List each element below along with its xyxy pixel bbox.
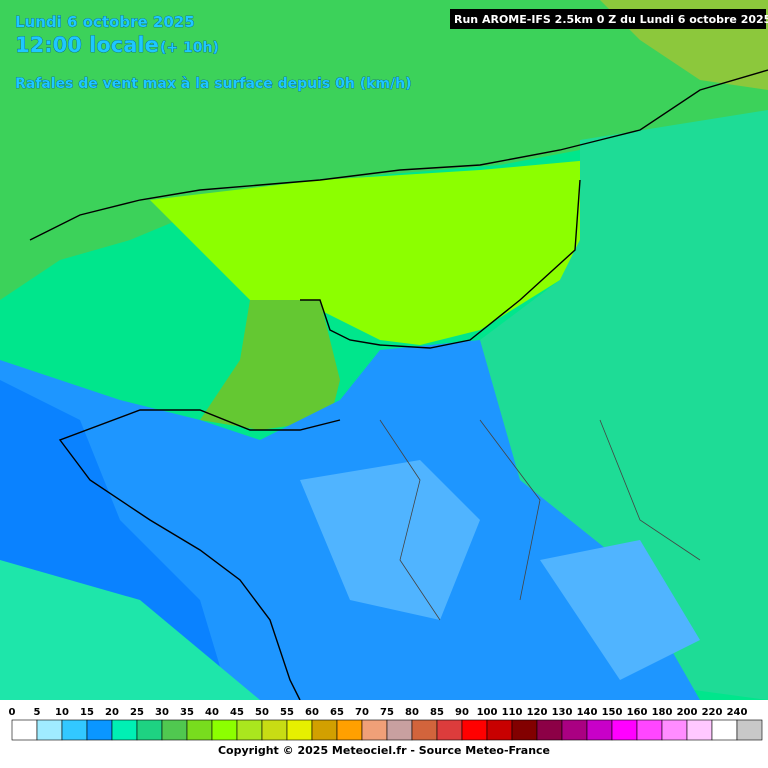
legend-swatch — [586, 719, 613, 741]
legend-label: 80 — [405, 707, 419, 718]
legend-label: 35 — [180, 707, 194, 718]
legend-label: 55 — [280, 707, 294, 718]
legend-label: 85 — [430, 707, 444, 718]
legend-swatch — [561, 719, 588, 741]
legend-swatch — [361, 719, 388, 741]
legend-label: 30 — [155, 707, 169, 718]
legend-swatch — [286, 719, 313, 741]
england-land — [0, 0, 768, 300]
legend-swatch — [311, 719, 338, 741]
legend-swatch — [261, 719, 288, 741]
legend-swatch — [711, 719, 738, 741]
legend-swatch — [236, 719, 263, 741]
legend-swatch — [661, 719, 688, 741]
legend-swatch — [636, 719, 663, 741]
legend-label: 10 — [55, 707, 69, 718]
region-borders — [379, 419, 701, 621]
run-box — [450, 9, 766, 29]
legend-swatch — [461, 719, 488, 741]
legend-swatch — [136, 719, 163, 741]
legend-label: 45 — [230, 707, 244, 718]
legend-swatch — [536, 719, 563, 741]
legend-label: 200 — [677, 707, 698, 718]
legend-swatch — [86, 719, 113, 741]
legend-swatch — [161, 719, 188, 741]
legend-swatch — [486, 719, 513, 741]
legend-swatch — [611, 719, 638, 741]
legend-swatch — [686, 719, 713, 741]
subtitle: Rafales de vent max à la surface depuis … — [15, 76, 411, 92]
cotentin — [200, 300, 340, 430]
legend-label: 5 — [34, 707, 41, 718]
legend-swatch — [61, 719, 88, 741]
legend-swatch — [386, 719, 413, 741]
legend-swatch — [736, 719, 763, 741]
run-info: Run AROME-IFS 2.5km 0 Z du Lundi 6 octob… — [454, 13, 768, 26]
biscay-green — [0, 560, 260, 700]
offset: (+ 10h) — [160, 40, 219, 56]
light-patch — [300, 460, 480, 620]
legend-label: 120 — [527, 707, 548, 718]
legend-label: 60 — [305, 707, 319, 718]
legend-label: 25 — [130, 707, 144, 718]
legend-label: 140 — [577, 707, 598, 718]
legend-swatch — [511, 719, 538, 741]
legend-label: 160 — [627, 707, 648, 718]
legend-label: 110 — [502, 707, 523, 718]
legend-label: 150 — [602, 707, 623, 718]
legend-label: 40 — [205, 707, 219, 718]
legend-label: 220 — [702, 707, 723, 718]
legend-label: 130 — [552, 707, 573, 718]
legend-swatch — [211, 719, 238, 741]
legend-label: 100 — [477, 707, 498, 718]
legend-label: 180 — [652, 707, 673, 718]
legend-swatch — [186, 719, 213, 741]
time: 12:00 locale — [15, 33, 159, 57]
legend-label: 65 — [330, 707, 344, 718]
light-patch — [540, 540, 700, 680]
legend-label: 50 — [255, 707, 269, 718]
copyright: Copyright © 2025 Meteociel.fr - Source M… — [218, 744, 550, 757]
legend-label: 20 — [105, 707, 119, 718]
coastline — [29, 69, 768, 701]
legend-swatch — [436, 719, 463, 741]
channel — [150, 160, 590, 345]
legend-swatch — [36, 719, 63, 741]
legend-label: 0 — [9, 707, 16, 718]
legend-swatch — [411, 719, 438, 741]
legend-swatch — [111, 719, 138, 741]
legend-swatch — [336, 719, 363, 741]
legend-swatch — [11, 719, 38, 741]
legend-label: 240 — [727, 707, 748, 718]
legend-label: 90 — [455, 707, 469, 718]
legend-label: 75 — [380, 707, 394, 718]
date: Lundi 6 octobre 2025 — [15, 13, 195, 31]
legend-label: 15 — [80, 707, 94, 718]
legend-label: 70 — [355, 707, 369, 718]
